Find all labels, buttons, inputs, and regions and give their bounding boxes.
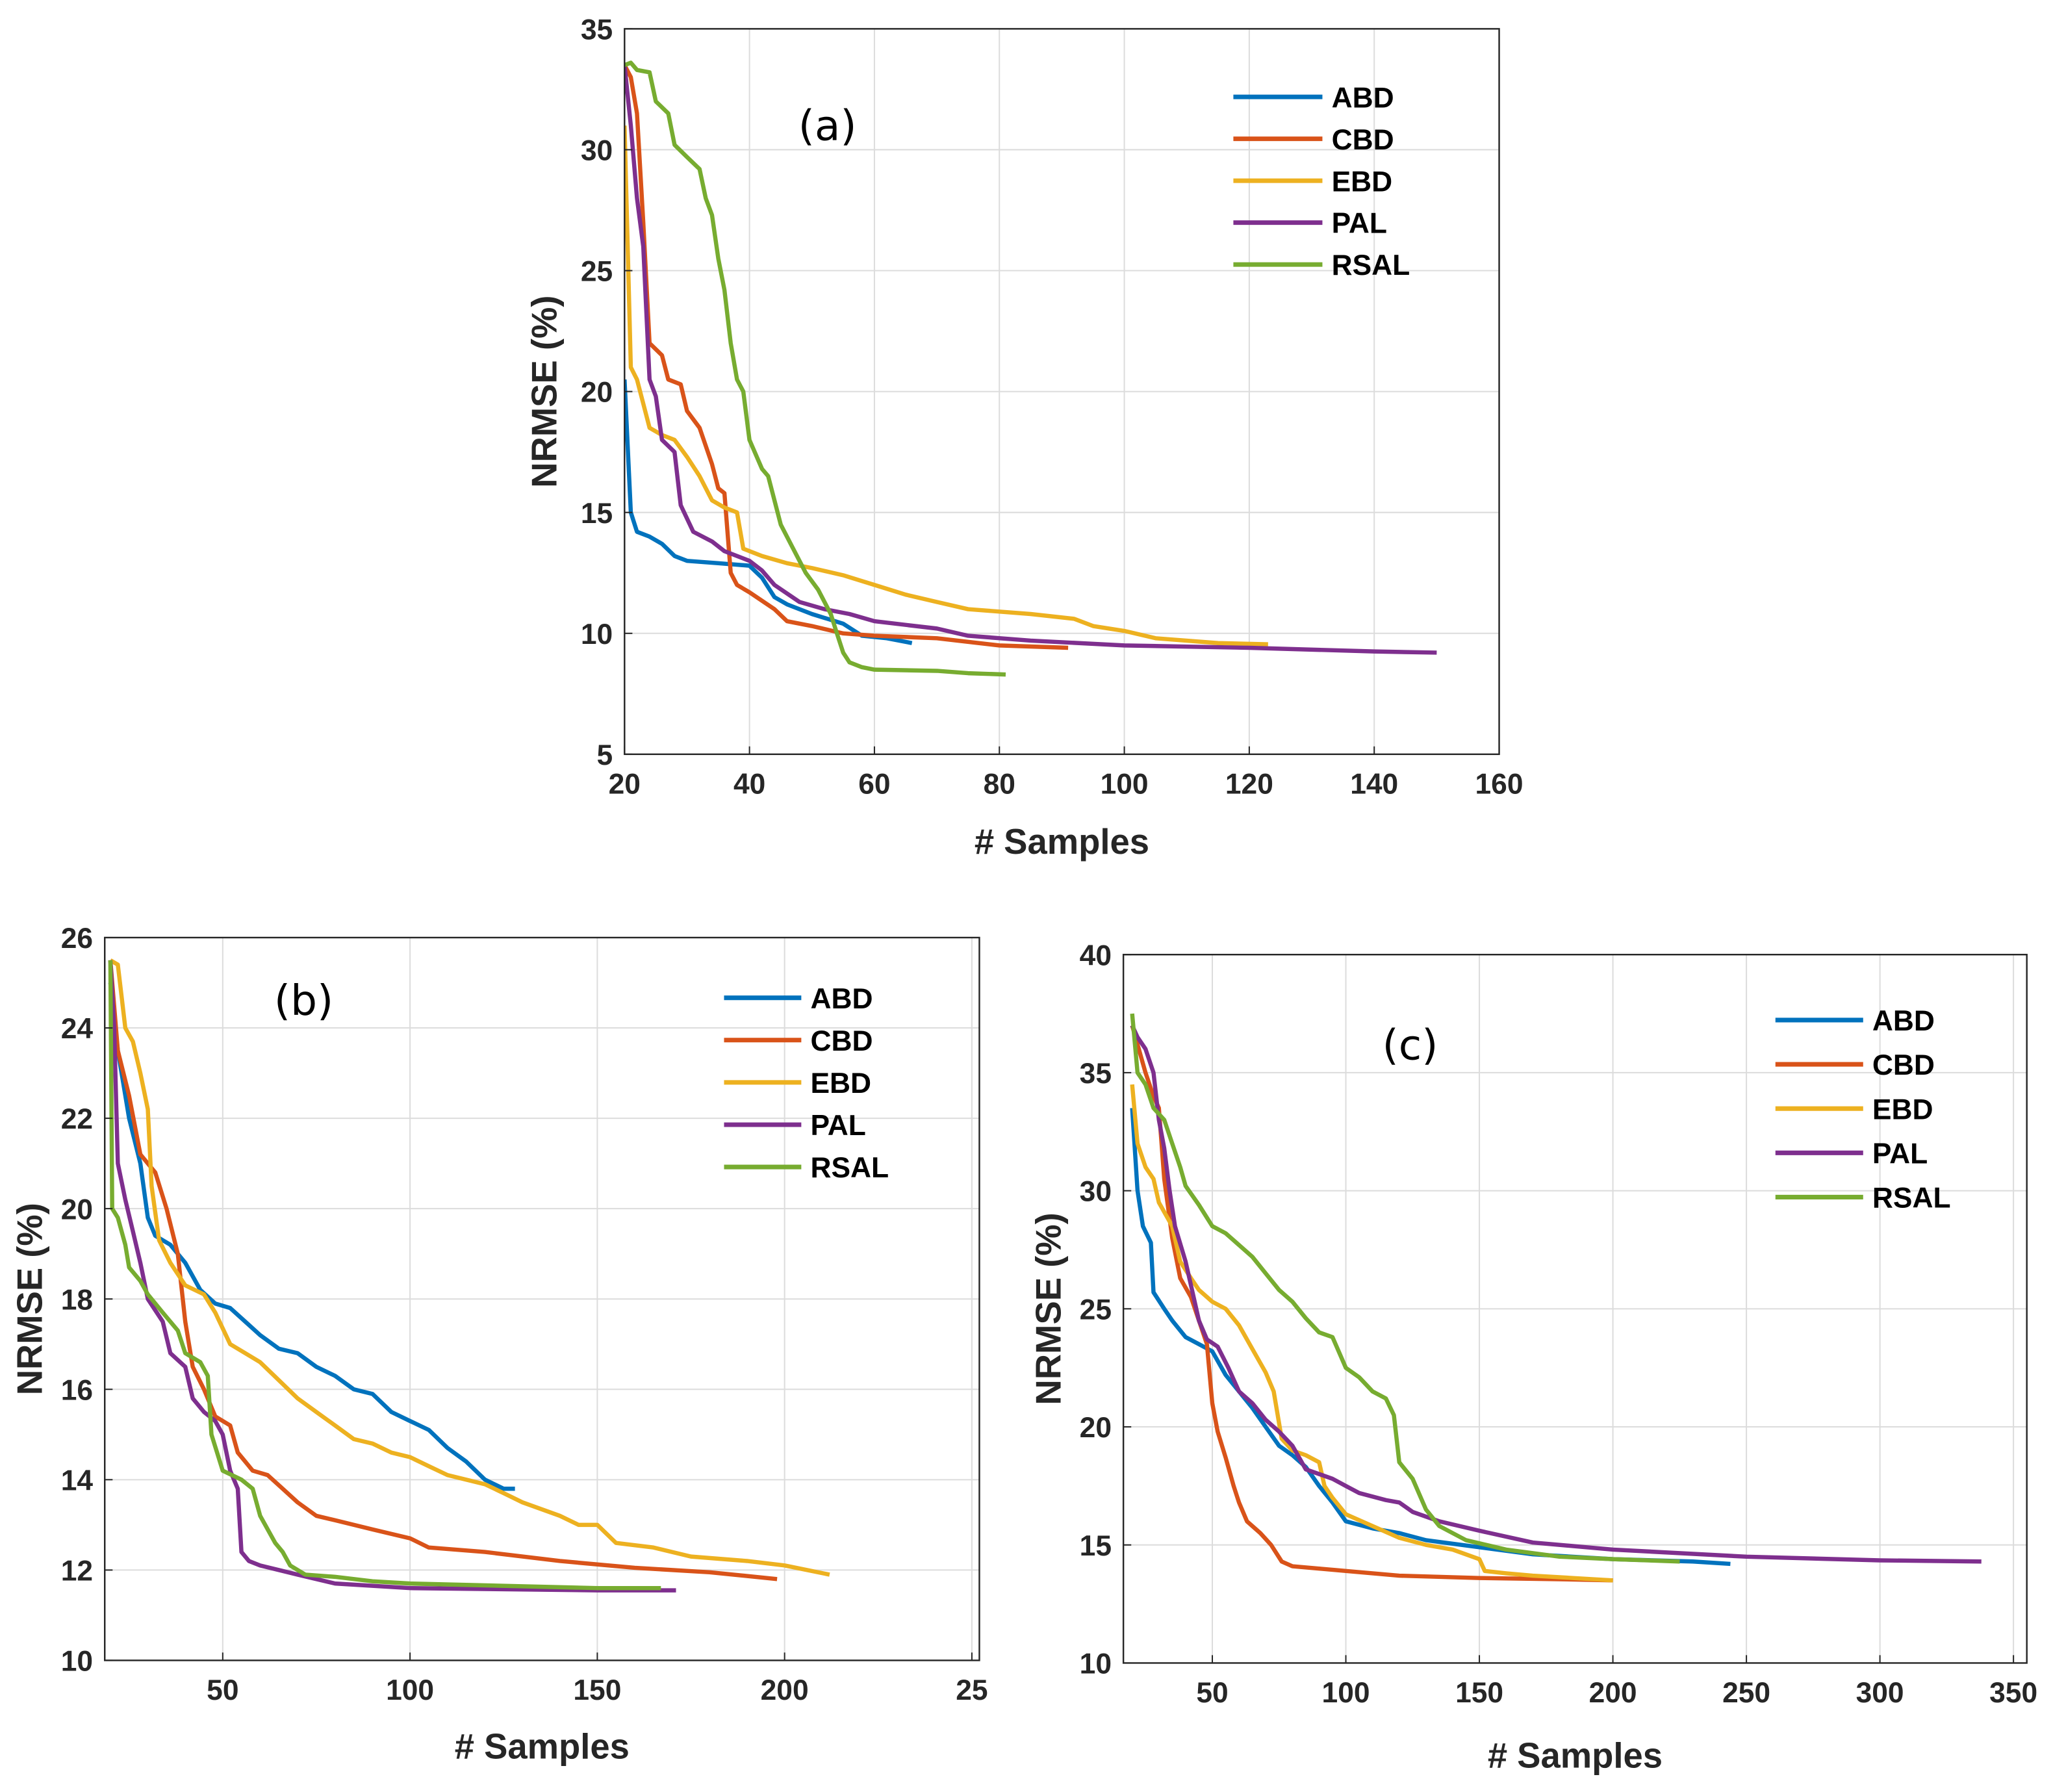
x-axis-label: # Samples <box>975 822 1149 862</box>
legend-label-ebd: EBD <box>1872 1094 1933 1125</box>
series-line-rsal <box>624 60 1006 677</box>
legend: ABD CBD EBD PAL RSAL <box>1233 82 1410 281</box>
y-tick-label: 26 <box>61 923 93 954</box>
chart-panel-b: 50 100 150 200 25 10 12 14 16 18 20 22 24 26 # Samples… <box>10 923 988 1766</box>
x-tick-label: 200 <box>1589 1677 1637 1709</box>
y-tick-label: 10 <box>61 1646 93 1678</box>
x-tick-label: 100 <box>386 1674 434 1706</box>
x-tick-label: 120 <box>1225 768 1273 800</box>
y-tick-label: 22 <box>61 1103 93 1135</box>
x-tick-label: 150 <box>1455 1677 1503 1709</box>
series-line-cbd <box>1130 1025 1613 1583</box>
series-line-abd <box>624 379 913 645</box>
series-line-ebd <box>624 125 1268 646</box>
series-line-ebd <box>1130 1084 1613 1583</box>
legend: ABD CBD EBD PAL RSAL <box>724 983 889 1184</box>
panel-label: (c) <box>1383 1021 1438 1069</box>
y-tick-label: 20 <box>61 1194 93 1225</box>
y-tick-label: 35 <box>1080 1058 1112 1090</box>
legend-label-pal: PAL <box>810 1110 865 1142</box>
x-tick-label: 20 <box>609 768 641 800</box>
y-tick-label: 18 <box>61 1284 93 1316</box>
x-tick-label: 50 <box>1196 1677 1228 1709</box>
legend-label-cbd: CBD <box>1332 124 1394 156</box>
x-axis-label: # Samples <box>1488 1736 1663 1776</box>
y-tick-label: 15 <box>581 498 613 530</box>
x-tick-label: 140 <box>1350 768 1398 800</box>
legend-label-rsal: RSAL <box>1332 250 1410 281</box>
panel-label: (a) <box>798 102 857 151</box>
x-tick-label: 60 <box>858 768 890 800</box>
panel-label: (b) <box>274 977 333 1025</box>
series-line-pal <box>1130 1024 1982 1564</box>
y-tick-label: 30 <box>1080 1176 1112 1208</box>
legend-label-rsal: RSAL <box>1872 1183 1951 1214</box>
y-tick-label: 5 <box>597 739 613 771</box>
y-tick-label: 10 <box>581 619 613 650</box>
y-tick-label: 14 <box>61 1465 94 1496</box>
series-line-pal <box>624 64 1437 655</box>
y-tick-label: 12 <box>61 1555 93 1587</box>
legend-label-ebd: EBD <box>1332 166 1393 198</box>
x-tick-label: 350 <box>1989 1677 2037 1709</box>
y-tick-label: 24 <box>61 1013 94 1045</box>
chart-panel-c: 50 100 150 200 250 300 350 10 15 20 25 30 35 40 # Samp… <box>1028 940 2037 1775</box>
legend-label-abd: ABD <box>1332 82 1394 114</box>
x-tick-label: 160 <box>1475 768 1524 800</box>
legend-label-cbd: CBD <box>1872 1049 1935 1081</box>
y-tick-label: 30 <box>581 135 613 167</box>
series-line-ebd <box>109 958 830 1577</box>
x-tick-label: 100 <box>1322 1677 1370 1709</box>
x-tick-label: 200 <box>761 1674 809 1706</box>
y-tick-label: 10 <box>1080 1648 1112 1680</box>
legend: ABD CBD EBD PAL RSAL <box>1775 1005 1951 1214</box>
x-tick-label: 40 <box>733 768 765 800</box>
y-axis-label: NRMSE (%) <box>10 1203 49 1395</box>
y-tick-label: 15 <box>1080 1530 1112 1562</box>
legend-label-abd: ABD <box>1872 1005 1935 1037</box>
y-tick-label: 25 <box>581 256 613 288</box>
x-tick-label: 100 <box>1101 768 1149 800</box>
x-tick-label: 150 <box>573 1674 621 1706</box>
y-tick-label: 16 <box>61 1374 93 1406</box>
series-line-abd <box>108 982 515 1491</box>
x-tick-label: 80 <box>984 768 1015 800</box>
x-tick-label: 50 <box>207 1674 238 1706</box>
legend-label-pal: PAL <box>1872 1138 1928 1170</box>
y-tick-label: 35 <box>581 14 613 45</box>
y-tick-label: 25 <box>1080 1294 1112 1325</box>
legend-label-cbd: CBD <box>810 1025 873 1057</box>
x-tick-label: 250 <box>1722 1677 1770 1709</box>
series-line-rsal <box>108 960 661 1591</box>
y-tick-label: 20 <box>581 377 613 409</box>
y-tick-label: 20 <box>1080 1412 1112 1444</box>
y-axis-label: NRMSE (%) <box>525 295 565 487</box>
x-axis-label: # Samples <box>455 1727 630 1767</box>
chart-panel-a: 20 40 60 80 100 120 140 160 5 10 15 20 25 30 35 # Sampl… <box>525 14 1524 862</box>
legend-label-pal: PAL <box>1332 208 1387 240</box>
legend-label-rsal: RSAL <box>810 1152 889 1184</box>
x-tick-label: 25 <box>956 1674 988 1706</box>
series-line-rsal <box>1130 1013 1680 1564</box>
x-tick-label: 300 <box>1856 1677 1904 1709</box>
legend-label-ebd: EBD <box>810 1068 871 1099</box>
y-axis-label: NRMSE (%) <box>1028 1212 1068 1405</box>
y-tick-label: 40 <box>1080 940 1112 971</box>
series-line-abd <box>1130 1108 1731 1567</box>
series-line-cbd <box>108 960 778 1581</box>
legend-label-abd: ABD <box>810 983 873 1015</box>
